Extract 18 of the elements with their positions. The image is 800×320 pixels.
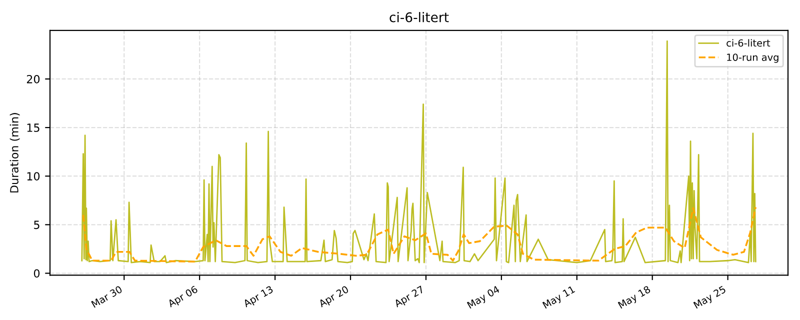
x-tick-label: Apr 20 — [318, 285, 350, 310]
x-tick-label: May 04 — [466, 285, 501, 310]
y-tick-label: 15 — [27, 124, 40, 132]
x-tick-label: Apr 13 — [242, 285, 274, 310]
x-tick-label: Apr 27 — [393, 285, 426, 310]
chart-title: ci-6-litert — [390, 12, 449, 22]
legend-label: ci-6-litert — [726, 39, 770, 47]
x-tick-label: Mar 30 — [91, 285, 123, 308]
y-tick-label: 5 — [34, 220, 40, 230]
y-tick-label: 10 — [27, 172, 40, 180]
y-axis-title: Duration (min) — [10, 113, 20, 192]
y-tick-label: 0 — [34, 269, 40, 278]
legend-label: 10-run avg — [727, 54, 778, 63]
x-tick-label: May 11 — [542, 286, 576, 310]
y-tick-label: 20 — [26, 74, 40, 84]
x-tick-label: May 25 — [693, 285, 728, 310]
x-tick-label: May 18 — [618, 285, 652, 310]
x-tick-label: Apr 06 — [167, 285, 200, 310]
